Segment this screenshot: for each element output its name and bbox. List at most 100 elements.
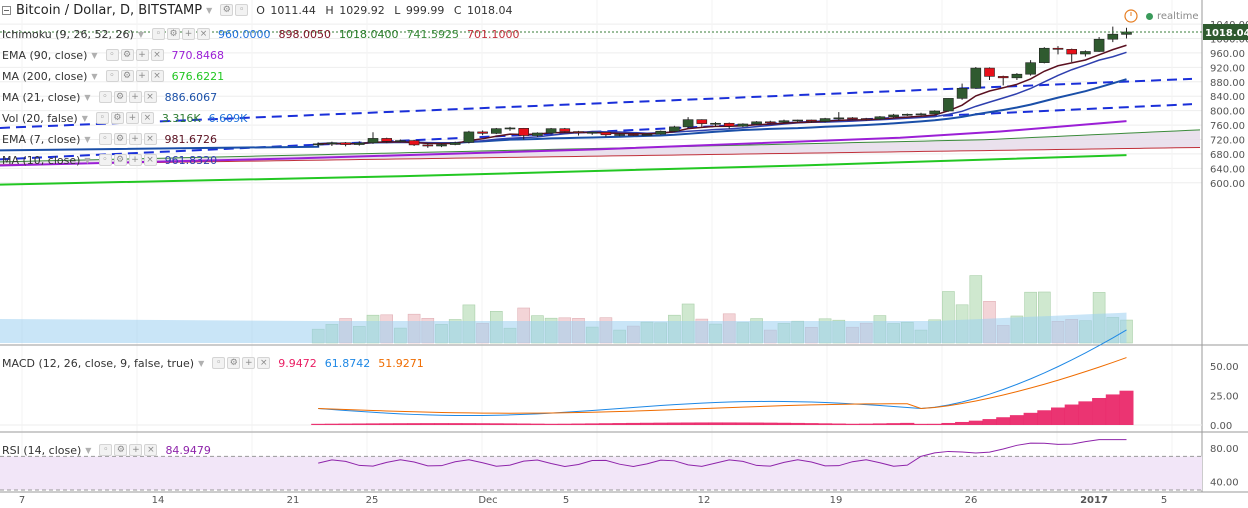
candle-body (669, 126, 680, 132)
add-icon[interactable]: + (181, 28, 195, 40)
hide-icon[interactable]: ◦ (98, 133, 112, 145)
candle-body (819, 118, 831, 122)
hide-icon[interactable]: ◦ (98, 91, 112, 103)
indicator-label[interactable]: MA (200, close) (2, 69, 88, 83)
candle-body (943, 98, 954, 112)
chevron-down-icon[interactable]: ▼ (91, 71, 98, 81)
indicator-value: 898.0050 (278, 27, 331, 41)
senkou-span-b (0, 146, 1201, 166)
realtime-label: realtime (1157, 11, 1199, 22)
settings-icon[interactable]: ⚙ (113, 154, 127, 166)
indicator-label[interactable]: MA (10, close) (2, 153, 81, 167)
add-icon[interactable]: + (128, 154, 142, 166)
hide-icon[interactable]: ◦ (95, 112, 109, 124)
settings-icon[interactable]: ⚙ (113, 91, 127, 103)
chevron-down-icon[interactable]: ▼ (206, 5, 213, 15)
collapse-icon[interactable] (2, 5, 11, 15)
close-icon[interactable]: × (257, 357, 271, 369)
rsi-line (318, 439, 1127, 467)
close-icon[interactable]: × (150, 70, 164, 82)
indicator-tools: ◦ ⚙ + × (99, 444, 158, 456)
hide-icon[interactable]: ◦ (105, 49, 119, 61)
indicator-label[interactable]: EMA (90, close) (2, 48, 88, 62)
indicator-label[interactable]: RSI (14, close) (2, 443, 82, 457)
hide-icon[interactable]: ◦ (235, 4, 249, 16)
settings-icon[interactable]: ⚙ (220, 4, 234, 16)
chevron-down-icon[interactable]: ▼ (84, 92, 91, 102)
indicator-value: 6.609K (208, 111, 248, 125)
add-icon[interactable]: + (125, 112, 139, 124)
candle-body (367, 138, 379, 144)
close-icon[interactable]: × (143, 133, 157, 145)
time-tick-label: 5 (563, 495, 569, 506)
chevron-down-icon[interactable]: ▼ (84, 155, 91, 165)
add-icon[interactable]: + (128, 133, 142, 145)
candle-body (1121, 31, 1132, 35)
close-icon[interactable]: × (143, 154, 157, 166)
chevron-down-icon[interactable]: ▼ (84, 134, 91, 144)
candle-body (710, 122, 721, 125)
candle-body (792, 119, 804, 122)
add-icon[interactable]: + (242, 357, 256, 369)
macd-histogram-bar (598, 423, 613, 425)
price-tick-label: 800.00 (1210, 107, 1245, 118)
chevron-down-icon[interactable]: ▼ (91, 50, 98, 60)
settings-icon[interactable]: ⚙ (120, 49, 134, 61)
indicator-tools: ◦ ⚙ + × (95, 112, 154, 124)
add-icon[interactable]: + (135, 70, 149, 82)
indicator-tools: ◦ ⚙ + × (212, 357, 271, 369)
settings-icon[interactable]: ⚙ (227, 357, 241, 369)
add-icon[interactable]: + (128, 91, 142, 103)
indicator-label[interactable]: EMA (7, close) (2, 132, 81, 146)
indicator-label[interactable]: MA (21, close) (2, 90, 81, 104)
symbol-title[interactable]: Bitcoin / Dollar, D, BITSTAMP (16, 2, 203, 18)
chevron-down-icon[interactable]: ▼ (137, 29, 144, 39)
price-tick-label: 640.00 (1210, 164, 1245, 175)
close-icon[interactable]: × (143, 91, 157, 103)
chevron-down-icon[interactable]: ▼ (85, 445, 92, 455)
macd-histogram-bar (667, 422, 682, 425)
macd-histogram-bar (1078, 401, 1093, 425)
settings-icon[interactable]: ⚙ (113, 133, 127, 145)
macd-histogram-bar (324, 423, 339, 425)
indicator-label[interactable]: MACD (12, 26, close, 9, false, true) (2, 356, 195, 370)
add-icon[interactable]: + (129, 444, 143, 456)
macd-histogram-bar (1064, 404, 1079, 425)
open-value: 1011.44 (270, 3, 316, 17)
settings-icon[interactable]: ⚙ (120, 70, 134, 82)
candle-body (874, 116, 886, 120)
candle-body (477, 131, 488, 134)
hide-icon[interactable]: ◦ (105, 70, 119, 82)
candle-body (1052, 47, 1064, 50)
macd-tick-label: 25.00 (1210, 392, 1239, 403)
close-icon[interactable]: × (150, 49, 164, 61)
indicator-legend-row: EMA (90, close) ▼ ◦ ⚙ + × 770.8468 (2, 47, 232, 63)
close-icon[interactable]: × (196, 28, 210, 40)
indicator-value: 51.9271 (378, 356, 424, 370)
macd-histogram-bar (818, 423, 833, 425)
hide-icon[interactable]: ◦ (98, 154, 112, 166)
settings-icon[interactable]: ⚙ (166, 28, 180, 40)
hide-icon[interactable]: ◦ (151, 28, 165, 40)
hide-icon[interactable]: ◦ (99, 444, 113, 456)
indicator-label[interactable]: Ichimoku (9, 26, 52, 26) (2, 27, 134, 41)
settings-icon[interactable]: ⚙ (114, 444, 128, 456)
indicator-label[interactable]: Vol (20, false) (2, 111, 78, 125)
time-tick-label: 5 (1161, 495, 1167, 506)
chevron-down-icon[interactable]: ▼ (81, 113, 88, 123)
add-icon[interactable]: + (135, 49, 149, 61)
macd-pane (0, 329, 1202, 426)
macd-histogram-bar (626, 422, 641, 425)
hide-icon[interactable]: ◦ (212, 357, 226, 369)
candle-body (326, 142, 338, 145)
ma200-line (0, 154, 1127, 186)
indicator-tools: ◦ ⚙ + × (98, 91, 157, 103)
rsi-pane (0, 439, 1202, 491)
indicator-tools: ◦ ⚙ + × (151, 28, 210, 40)
close-icon[interactable]: × (144, 444, 158, 456)
chevron-down-icon[interactable]: ▼ (198, 358, 205, 368)
settings-icon[interactable]: ⚙ (110, 112, 124, 124)
close-icon[interactable]: × (140, 112, 154, 124)
indicator-value: 676.6221 (171, 69, 225, 83)
